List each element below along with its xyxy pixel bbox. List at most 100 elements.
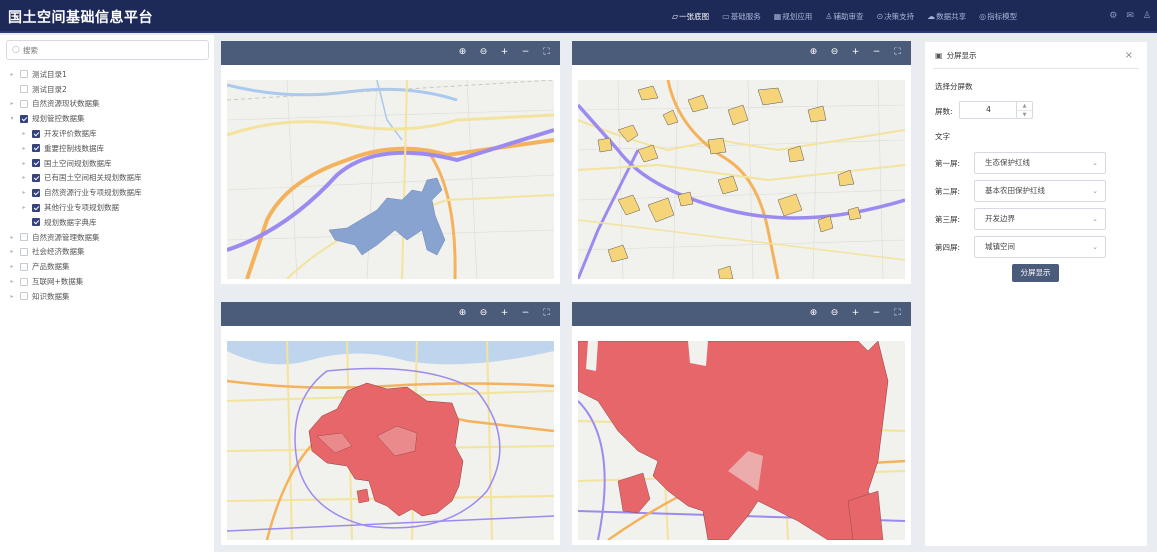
settings-gear-icon[interactable]: ⚙ (1109, 11, 1118, 21)
fullscreen-icon[interactable]: ⛶ (894, 308, 901, 318)
nav-item[interactable]: ♙ 辅助审查 (825, 11, 863, 22)
tree-checkbox[interactable] (32, 203, 40, 212)
tree-checkbox[interactable] (32, 129, 40, 138)
tree-checkbox[interactable] (20, 85, 28, 94)
search-box[interactable]: ○ (6, 40, 209, 60)
map-toolbar: ⊕ ⊖ + − ⛶ (221, 41, 560, 65)
tree-checkbox[interactable] (32, 218, 40, 227)
nav-label: 规划应用 (782, 12, 813, 21)
tree-node[interactable]: ▸ 开发评价数据库 (8, 126, 208, 141)
fullscreen-icon[interactable]: ⛶ (543, 47, 550, 57)
minus-icon[interactable]: − (521, 308, 530, 318)
tree-node[interactable]: ▸ 自然资源管理数据集 (8, 230, 208, 245)
minus-icon[interactable]: − (872, 308, 881, 318)
user-profile-icon[interactable]: ♙ (1142, 11, 1151, 21)
map-view-1[interactable] (227, 80, 554, 279)
tree-checkbox[interactable] (32, 173, 40, 182)
expand-arrow-icon[interactable]: ▸ (10, 278, 14, 286)
expand-arrow-icon[interactable]: ▸ (22, 204, 26, 212)
panel-header: ▣ 分屏显示 (935, 50, 977, 61)
zoom-out-icon[interactable]: ⊖ (479, 308, 488, 318)
tree-checkbox[interactable] (20, 247, 28, 256)
map-view-3[interactable] (227, 341, 554, 540)
expand-arrow-icon[interactable]: ▸ (10, 233, 14, 241)
tree-checkbox[interactable] (20, 70, 28, 79)
plus-icon[interactable]: + (851, 308, 860, 318)
minus-icon[interactable]: − (521, 47, 530, 57)
expand-arrow-icon[interactable]: ▸ (10, 100, 14, 108)
tree-node[interactable]: ▸ 产品数据集 (8, 259, 208, 274)
tree-node[interactable]: ▸ 已有国土空间相关规划数据库 (8, 171, 208, 186)
zoom-out-icon[interactable]: ⊖ (830, 308, 839, 318)
chevron-down-icon[interactable]: ▼ (1017, 110, 1032, 118)
tree-checkbox[interactable] (20, 292, 28, 301)
map-view-4[interactable] (578, 341, 905, 540)
screen-select[interactable]: 基本农田保护红线 ⌄ (974, 180, 1106, 202)
tree-node[interactable]: ▾ 规划管控数据集 (8, 111, 208, 126)
expand-arrow-icon[interactable]: ▸ (10, 70, 14, 78)
tree-checkbox[interactable] (32, 144, 40, 153)
tree-node[interactable]: ▸ 自然资源行业专项规划数据库 (8, 185, 208, 200)
tree-checkbox[interactable] (20, 262, 28, 271)
tree-checkbox[interactable] (20, 114, 28, 123)
tree-node[interactable]: ▸ 国土空间规划数据库 (8, 156, 208, 171)
screen-select[interactable]: 生态保护红线 ⌄ (974, 152, 1106, 174)
tree-node[interactable]: 测试目录2 (8, 82, 208, 97)
expand-arrow-icon[interactable]: ▸ (22, 174, 26, 182)
tree-node[interactable]: ▸ 其他行业专项规划数据 (8, 200, 208, 215)
nav-item[interactable]: ▦ 规划应用 (774, 11, 813, 22)
expand-arrow-icon[interactable]: ▸ (22, 159, 26, 167)
tree-node[interactable]: ▸ 自然资源现状数据集 (8, 97, 208, 112)
expand-arrow-icon[interactable]: ▾ (10, 115, 14, 123)
map-panel-2: ⊕ ⊖ + − ⛶ (572, 41, 911, 284)
close-icon[interactable]: × (1124, 50, 1133, 61)
expand-arrow-icon[interactable]: ▸ (10, 292, 14, 300)
plus-icon[interactable]: + (851, 47, 860, 57)
tree-checkbox[interactable] (20, 233, 28, 242)
tree-checkbox[interactable] (32, 159, 40, 168)
split-display-button[interactable]: 分屏显示 (1012, 264, 1059, 282)
zoom-in-icon[interactable]: ⊕ (809, 47, 818, 57)
tree-checkbox[interactable] (20, 99, 28, 108)
chevron-up-icon[interactable]: ▲ (1022, 103, 1027, 109)
screen-select[interactable]: 城镇空间 ⌄ (974, 236, 1106, 258)
monitor-icon: ▭ (722, 12, 730, 21)
tree-checkbox[interactable] (32, 188, 40, 197)
map-panel-1: ⊕ ⊖ + − ⛶ (221, 41, 560, 284)
expand-arrow-icon[interactable]: ▸ (10, 248, 14, 256)
zoom-in-icon[interactable]: ⊕ (458, 308, 467, 318)
minus-icon[interactable]: − (872, 47, 881, 57)
tree-node[interactable]: ▸ 互联网+数据集 (8, 274, 208, 289)
zoom-out-icon[interactable]: ⊖ (479, 47, 488, 57)
screen-select[interactable]: 开发边界 ⌄ (974, 208, 1106, 230)
nav-item[interactable]: ▱ 一张底图 (672, 11, 709, 22)
fullscreen-icon[interactable]: ⛶ (543, 308, 550, 318)
expand-arrow-icon[interactable]: ▸ (22, 130, 26, 138)
zoom-in-icon[interactable]: ⊕ (809, 308, 818, 318)
count-stepper[interactable]: 4 ▲ ▼ (959, 101, 1033, 119)
nav-item[interactable]: ⊙ 决策支持 (876, 11, 914, 22)
fullscreen-icon[interactable]: ⛶ (894, 47, 901, 57)
tree-node[interactable]: ▸ 知识数据集 (8, 289, 208, 304)
tree-node[interactable]: 规划数据字典库 (8, 215, 208, 230)
zoom-out-icon[interactable]: ⊖ (830, 47, 839, 57)
nav-item[interactable]: ☁ 数据共享 (927, 11, 966, 22)
plus-icon[interactable]: + (500, 47, 509, 57)
tree-node[interactable]: ▸ 重要控制线数据库 (8, 141, 208, 156)
expand-arrow-icon[interactable]: ▸ (22, 189, 26, 197)
nav-item[interactable]: ▭ 基础服务 (722, 11, 761, 22)
expand-arrow-icon[interactable]: ▸ (10, 263, 14, 271)
tree-node[interactable]: ▸ 社会经济数据集 (8, 245, 208, 260)
expand-arrow-icon[interactable]: ▸ (22, 144, 26, 152)
tree-node[interactable]: ▸ 测试目录1 (8, 67, 208, 82)
count-value[interactable]: 4 (986, 105, 991, 114)
nav-item[interactable]: ◎ 指标模型 (979, 11, 1017, 22)
plus-icon[interactable]: + (500, 308, 509, 318)
screen-select-value: 城镇空间 (985, 242, 1015, 251)
tree-checkbox[interactable] (20, 277, 28, 286)
search-input[interactable] (22, 45, 193, 55)
clipboard-icon: ▣ (935, 51, 943, 60)
mail-icon[interactable]: ✉ (1126, 11, 1134, 21)
map-view-2[interactable] (578, 80, 905, 279)
zoom-in-icon[interactable]: ⊕ (458, 47, 467, 57)
